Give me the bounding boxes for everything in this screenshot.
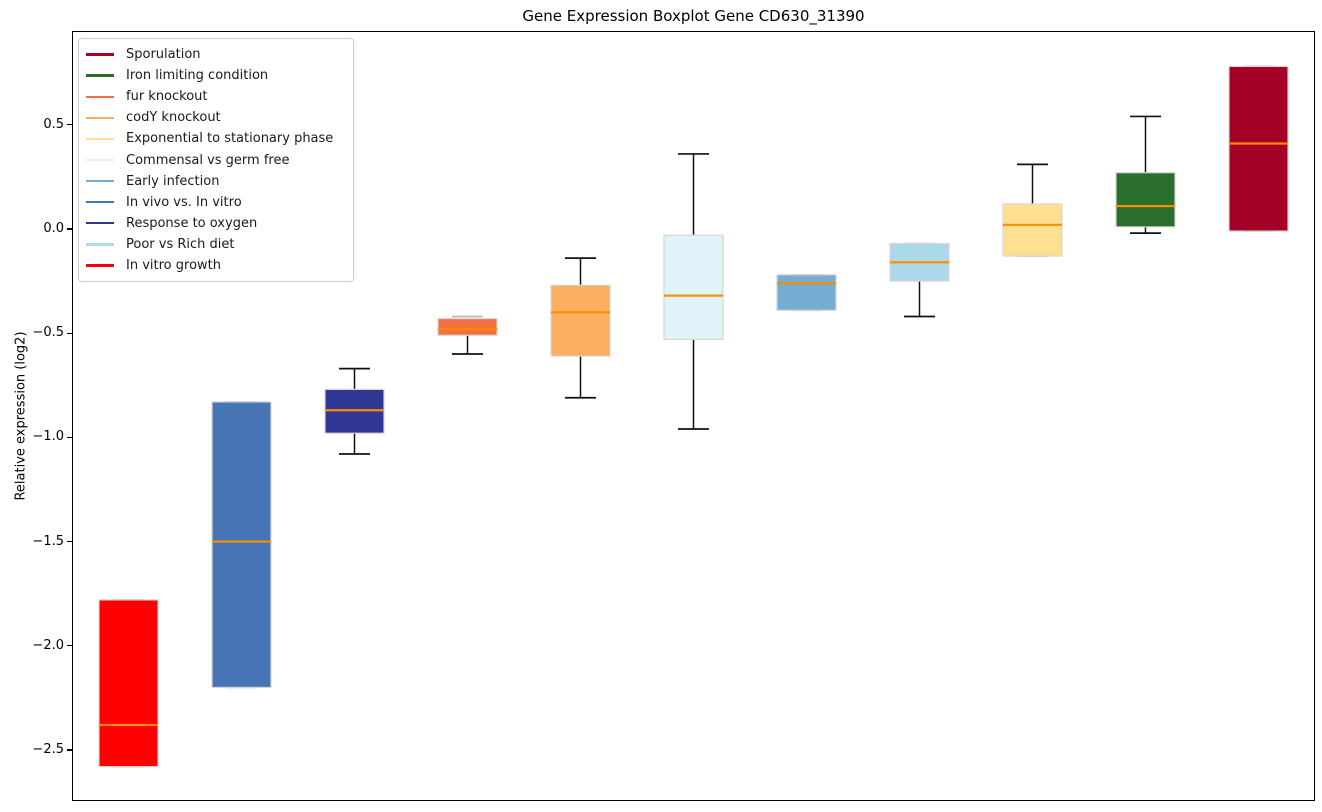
y-tick-label: −1.5 xyxy=(32,533,64,549)
legend-item-early-infection: Early infection xyxy=(79,171,353,192)
legend-swatch-icon xyxy=(86,179,114,183)
legend-swatch-icon xyxy=(86,95,114,98)
y-tick-mark xyxy=(67,228,72,230)
legend-item-iron-limiting-condition: Iron limiting condition xyxy=(79,65,353,86)
box-sporulation xyxy=(1228,65,1289,232)
y-tick-mark xyxy=(67,540,72,543)
legend-label: Response to oxygen xyxy=(126,215,258,231)
legend-item-cody-knockout: codY knockout xyxy=(79,107,353,128)
legend-swatch-icon xyxy=(86,201,114,204)
y-tick-mark xyxy=(67,332,72,334)
legend-swatch-icon xyxy=(86,264,114,267)
legend-item-commensal-vs-germ-free: Commensal vs germ free xyxy=(79,149,353,170)
box-poor-vs-rich-diet xyxy=(889,242,950,318)
box-cody-knockout xyxy=(550,257,611,399)
legend-label: Early infection xyxy=(126,173,220,189)
legend-label: Commensal vs germ free xyxy=(126,152,290,168)
y-tick-label: 0.0 xyxy=(43,220,64,236)
box-early-infection xyxy=(776,273,837,312)
legend-item-in-vitro-growth: In vitro growth xyxy=(79,255,353,276)
legend-item-sporulation: Sporulation xyxy=(79,44,353,65)
legend-item-in-vivo-vs-in-vitro: In vivo vs. In vitro xyxy=(79,192,353,213)
chart-title: Gene Expression Boxplot Gene CD630_31390 xyxy=(522,7,865,25)
legend-swatch-icon xyxy=(86,53,114,56)
y-tick-label: 0.5 xyxy=(43,116,64,132)
legend-label: Sporulation xyxy=(126,47,201,63)
legend-swatch-icon xyxy=(86,74,114,77)
box-in-vitro-growth xyxy=(98,599,159,768)
y-tick-label: −1.0 xyxy=(32,429,64,445)
legend-label: In vivo vs. In vitro xyxy=(126,194,242,210)
legend-item-poor-vs-rich-diet: Poor vs Rich diet xyxy=(79,234,353,255)
legend-swatch-icon xyxy=(86,243,114,246)
y-tick-label: −2.5 xyxy=(32,741,64,757)
box-iron-limiting-condition xyxy=(1115,115,1176,234)
box-response-to-oxygen xyxy=(324,367,385,455)
legend-swatch-icon xyxy=(86,158,114,162)
y-tick-mark xyxy=(67,436,72,439)
legend-item-exponential-to-stationary-phase: Exponential to stationary phase xyxy=(79,128,353,149)
y-tick-mark xyxy=(67,749,72,751)
y-tick-label: −0.5 xyxy=(32,325,64,341)
y-tick-mark xyxy=(67,645,72,647)
legend-label: Iron limiting condition xyxy=(126,68,269,84)
legend-swatch-icon xyxy=(86,222,114,225)
legend: Sporulation Iron limiting condition fur kn… xyxy=(78,38,354,283)
legend-swatch-icon xyxy=(86,116,114,120)
legend-label: Poor vs Rich diet xyxy=(126,236,235,252)
legend-label: Exponential to stationary phase xyxy=(126,131,334,147)
box-commensal-vs-germ-free xyxy=(663,153,724,430)
legend-item-fur-knockout: fur knockout xyxy=(79,86,353,107)
box-exponential-to-stationary-phase xyxy=(1002,163,1063,257)
box-in-vivo-vs-in-vitro xyxy=(211,401,272,689)
box-fur-knockout xyxy=(437,315,498,355)
y-tick-mark xyxy=(67,124,72,126)
legend-label: codY knockout xyxy=(126,110,221,126)
legend-item-response-to-oxygen: Response to oxygen xyxy=(79,213,353,234)
legend-swatch-icon xyxy=(86,137,114,141)
legend-label: In vitro growth xyxy=(126,257,221,273)
y-tick-label: −2.0 xyxy=(32,637,64,653)
legend-label: fur knockout xyxy=(126,89,208,105)
